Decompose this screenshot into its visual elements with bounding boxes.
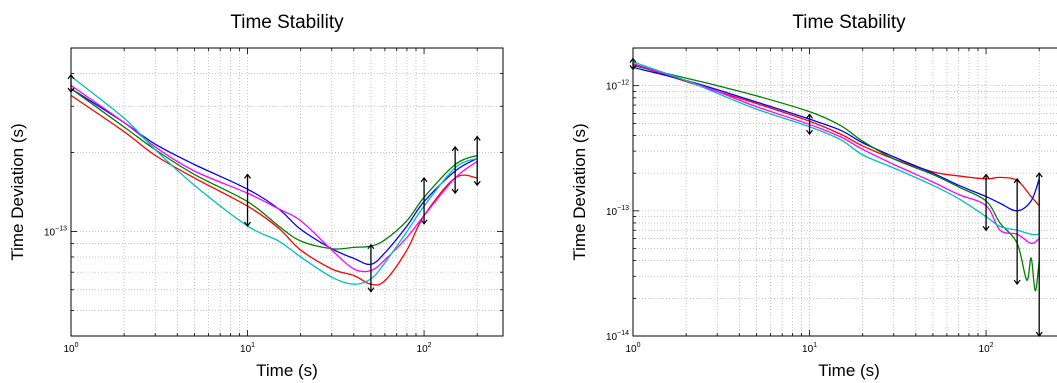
y-tick-label: 10−14 bbox=[606, 330, 629, 343]
error-bar-cap-top bbox=[420, 176, 428, 183]
error-bar-cap-top bbox=[451, 145, 459, 152]
error-bar-cap-bottom bbox=[451, 188, 459, 195]
error-bar-cap-bottom bbox=[982, 225, 990, 232]
x-tick-label: 100 bbox=[625, 342, 640, 355]
series-group bbox=[633, 61, 1040, 292]
error-bar bbox=[982, 173, 990, 232]
x-tick-label: 100 bbox=[63, 342, 78, 355]
x-axis-label: Time (s) bbox=[256, 361, 318, 380]
error-bar-cap-top bbox=[806, 113, 814, 119]
axes-frame bbox=[70, 47, 504, 337]
error-bar-cap-top bbox=[1035, 172, 1043, 178]
error-bar-cap-top bbox=[982, 173, 990, 179]
y-axis-label: Time Deviation (s) bbox=[8, 123, 27, 260]
y-axis-label: Time Deviation (s) bbox=[570, 123, 589, 260]
series-line-4 bbox=[633, 61, 1040, 236]
series-line-0 bbox=[71, 94, 478, 286]
series-line-1 bbox=[633, 66, 1040, 212]
error-bar bbox=[420, 176, 428, 225]
error-bar-cap-top bbox=[367, 243, 375, 250]
error-bar bbox=[244, 173, 252, 227]
error-bar bbox=[367, 243, 375, 293]
x-tick-label: 102 bbox=[417, 342, 432, 355]
series-line-3 bbox=[633, 63, 1040, 245]
series-line-3 bbox=[71, 84, 478, 273]
error-bar-cap-bottom bbox=[1013, 279, 1021, 286]
y-tick-label: 10−13 bbox=[44, 226, 67, 239]
y-tick-label: 10−13 bbox=[606, 205, 629, 218]
series-line-2 bbox=[71, 88, 478, 250]
error-bar-cap-bottom bbox=[473, 180, 481, 187]
series-group bbox=[71, 75, 478, 286]
series-line-2 bbox=[633, 64, 1040, 292]
x-tick-label: 101 bbox=[802, 342, 817, 355]
x-tick-label: 102 bbox=[979, 342, 994, 355]
error-bar-cap-top bbox=[244, 173, 252, 179]
error-bar bbox=[1013, 177, 1021, 286]
error-bar-cap-bottom bbox=[420, 219, 428, 225]
error-bar bbox=[451, 145, 459, 195]
chart-title: Time Stability bbox=[230, 12, 344, 33]
series-line-4 bbox=[71, 75, 478, 285]
x-tick-label: 101 bbox=[240, 342, 255, 355]
error-bar-cap-top bbox=[473, 135, 481, 141]
error-bar-cap-bottom bbox=[806, 129, 814, 136]
axes-frame bbox=[632, 47, 1057, 337]
chart-right: 100 101 102 10−12 10−13 10−14 Time Stability Ti… bbox=[570, 12, 1057, 380]
chart-title: Time Stability bbox=[792, 12, 906, 33]
plot-area bbox=[71, 48, 503, 336]
chart-left: 100 101 102 10−13 Time Stability Time (s) Time… bbox=[8, 12, 504, 380]
error-bar-cap-bottom bbox=[244, 221, 252, 227]
error-bar bbox=[473, 135, 481, 187]
error-bar bbox=[806, 113, 814, 136]
x-axis-label: Time (s) bbox=[818, 361, 880, 380]
y-tick-label: 10−12 bbox=[606, 80, 629, 93]
error-bar-cap-bottom bbox=[367, 287, 375, 293]
error-bar-cap-top bbox=[1013, 177, 1021, 184]
